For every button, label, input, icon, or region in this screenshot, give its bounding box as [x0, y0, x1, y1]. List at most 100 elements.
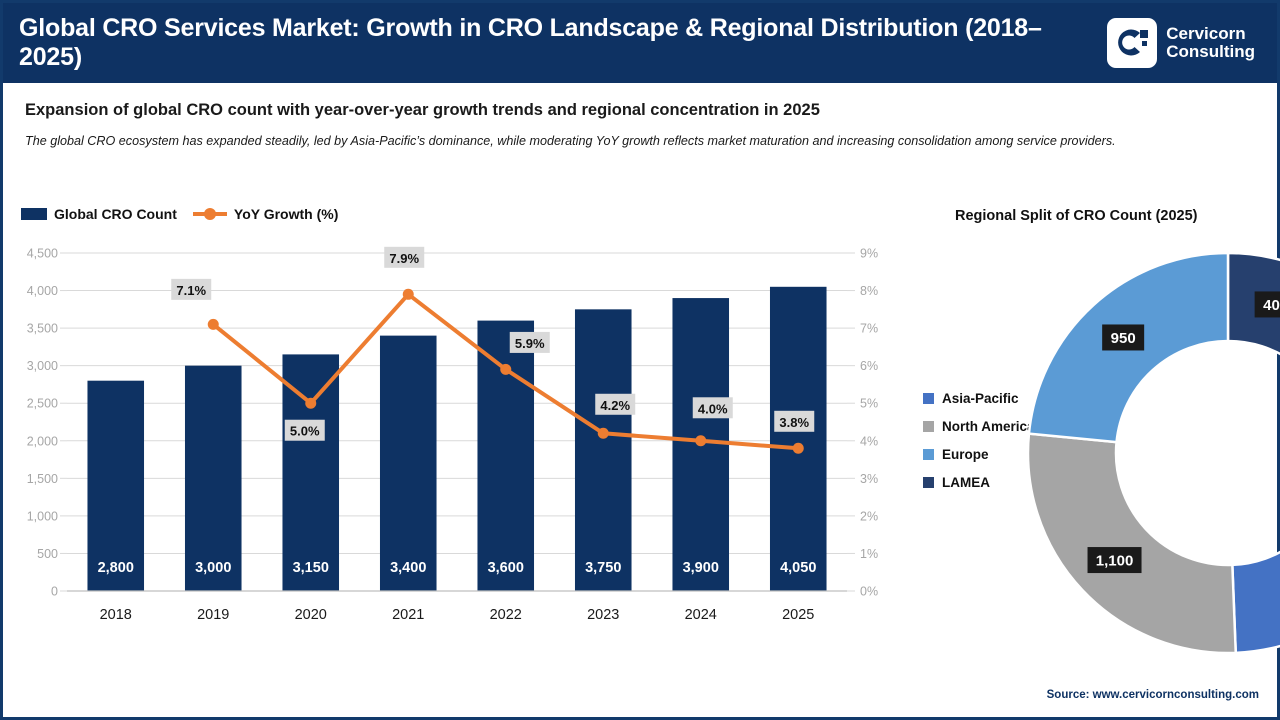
bar-2019 — [184, 365, 242, 591]
y-axis-tick: 2,500 — [27, 397, 58, 411]
line-point — [792, 442, 804, 454]
line-point — [695, 435, 707, 447]
combo-chart-legend: Global CRO Count YoY Growth (%) — [21, 206, 338, 222]
logo-square-large-icon — [1140, 30, 1149, 38]
line-value-box — [692, 397, 733, 419]
legend-bar-swatch-icon — [21, 208, 47, 220]
line-point — [597, 427, 609, 439]
legend-swatch-icon — [923, 449, 934, 460]
page-title: Global CRO Services Market: Growth in CR… — [19, 13, 1042, 72]
donut-value-box — [1254, 291, 1280, 318]
donut-value-label: 1,100 — [1096, 553, 1134, 570]
legend-label: Europe — [942, 447, 989, 462]
line-value-box — [284, 419, 325, 441]
y-axis-tick: 4,500 — [27, 247, 58, 261]
line-value-label: 5.0% — [290, 424, 320, 439]
legend-item-europe[interactable]: Europe — [923, 447, 1035, 462]
bar-value-label: 3,000 — [195, 560, 231, 576]
line-value-label: 5.9% — [515, 336, 545, 351]
line-value-box — [774, 410, 815, 432]
subhead-title: Expansion of global CRO count with year-… — [25, 101, 820, 119]
y-axis-tick: 0 — [51, 585, 58, 599]
legend-label: LAMEA — [942, 475, 990, 490]
y2-axis-tick: 3% — [860, 472, 878, 486]
y-axis-tick: 4,000 — [27, 284, 58, 298]
y-axis-tick: 2,000 — [27, 434, 58, 448]
line-point — [305, 397, 317, 409]
brand-logo: Cervicorn Consulting — [1107, 18, 1263, 68]
logo-wordmark: Cervicorn Consulting — [1166, 23, 1255, 61]
line-value-label: 7.9% — [389, 251, 419, 266]
logo-mark-icon — [1107, 18, 1158, 68]
bar-value-label: 3,400 — [390, 560, 426, 576]
line-value-box — [384, 246, 425, 268]
legend-swatch-icon — [923, 421, 934, 432]
y2-axis-tick: 5% — [860, 397, 878, 411]
y2-axis-tick: 7% — [860, 322, 878, 336]
y2-axis-tick: 9% — [860, 247, 878, 261]
line-value-label: 7.1% — [176, 283, 206, 298]
legend-item-lamea[interactable]: LAMEA — [923, 475, 1035, 490]
legend-label: Asia-Pacific — [942, 391, 1019, 406]
y-axis-tick: 3,000 — [27, 359, 58, 373]
donut-value-box — [1087, 547, 1142, 574]
line-value-label: 3.8% — [779, 415, 809, 430]
bar-2020 — [282, 354, 340, 591]
line-point — [402, 288, 414, 300]
header-bar: Global CRO Services Market: Growth in CR… — [3, 3, 1277, 83]
line-value-box — [171, 278, 212, 300]
x-axis-tick: 2019 — [197, 607, 229, 623]
legend-label: YoY Growth (%) — [233, 206, 339, 222]
line-point — [207, 318, 219, 330]
x-axis-tick: 2024 — [685, 607, 717, 623]
bar-value-label: 3,900 — [683, 560, 719, 576]
x-axis-tick: 2018 — [100, 607, 132, 623]
x-axis-tick: 2025 — [782, 607, 814, 623]
bar-2025 — [769, 286, 827, 591]
legend-item-asia-pacific[interactable]: Asia-Pacific — [923, 391, 1035, 406]
bar-2021 — [379, 335, 437, 591]
legend-swatch-icon — [923, 477, 934, 488]
x-axis-tick: 2022 — [490, 607, 522, 623]
line-value-box — [595, 393, 636, 415]
subhead-block: Expansion of global CRO count with year-… — [13, 101, 1253, 150]
legend-label: Global CRO Count — [54, 206, 177, 222]
y2-axis-tick: 6% — [860, 359, 878, 373]
donut-chart-legend: Asia-Pacific North America Europe LAMEA — [923, 391, 1035, 490]
line-point — [500, 363, 512, 375]
x-axis-tick: 2021 — [392, 607, 424, 623]
bar-2022 — [477, 320, 535, 591]
source-note: Source: www.cervicornconsulting.com — [1046, 689, 1259, 701]
donut-slice-north-america — [1026, 432, 1238, 655]
donut-slice-asia-pacific — [1231, 550, 1280, 655]
y2-axis-tick: 0% — [860, 585, 878, 599]
logo-c-icon — [1118, 29, 1141, 56]
line-value-label: 4.2% — [600, 398, 630, 413]
logo-square-small-icon — [1142, 41, 1148, 46]
y-axis-tick: 3,500 — [27, 322, 58, 336]
bar-value-label: 3,750 — [585, 560, 621, 576]
combo-chart-svg: 0 500 1,000 1,500 2,000 2,500 3,000 3,500 4,000 4… — [27, 246, 878, 624]
bar-value-label: 3,150 — [293, 560, 329, 576]
line-value-box — [509, 331, 550, 353]
line-value-label: 4.0% — [698, 401, 728, 416]
legend-item-global-cro-count[interactable]: Global CRO Count — [21, 206, 177, 222]
subhead-description: The global CRO ecosystem has expanded st… — [25, 134, 1116, 148]
donut-slice-lamea — [1226, 251, 1280, 356]
legend-swatch-icon — [923, 393, 934, 404]
donut-value-label: 400 — [1263, 297, 1280, 314]
x-axis-tick: 2023 — [587, 607, 619, 623]
y2-axis-tick: 1% — [860, 547, 878, 561]
y2-axis-tick: 8% — [860, 284, 878, 298]
donut-chart-title: Regional Split of CRO Count (2025) — [955, 208, 1198, 224]
bar-value-label: 3,600 — [488, 560, 524, 576]
combo-chart: 0 500 1,000 1,500 2,000 2,500 3,000 3,500 4,000 4… — [9, 241, 889, 653]
x-axis-tick: 2020 — [295, 607, 327, 623]
bar-value-label: 2,800 — [98, 560, 134, 576]
y2-axis-tick: 2% — [860, 509, 878, 523]
legend-line-swatch-icon — [192, 207, 227, 221]
legend-item-yoy-growth[interactable]: YoY Growth (%) — [192, 206, 339, 222]
legend-item-north-america[interactable]: North America — [923, 419, 1035, 434]
